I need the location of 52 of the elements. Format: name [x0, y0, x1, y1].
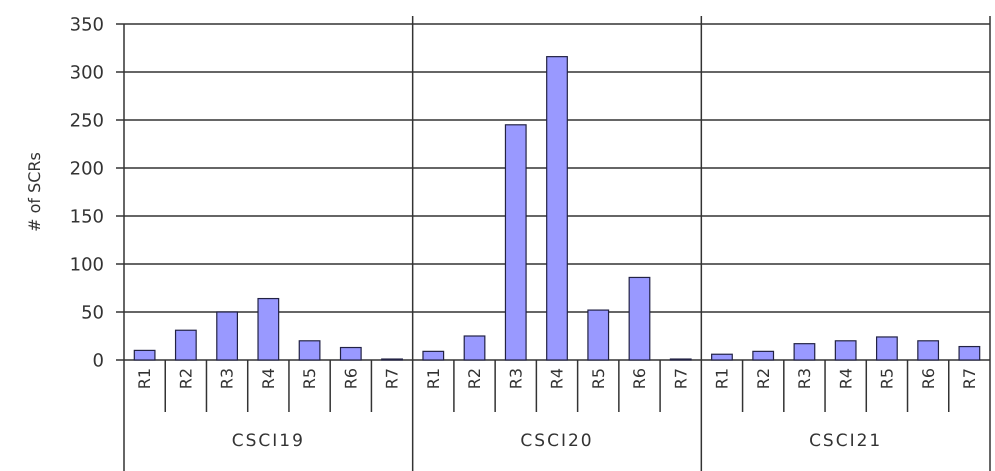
bar: [504, 124, 527, 361]
x-tick-label: R4: [258, 368, 278, 390]
y-tick-label: 150: [70, 206, 104, 228]
y-tick-label: 50: [81, 302, 104, 324]
y-tick-label: 100: [70, 254, 104, 276]
bar: [876, 336, 898, 361]
x-tick-label: R1: [135, 368, 154, 390]
bar: [917, 340, 940, 361]
x-tick-label: R7: [382, 368, 402, 390]
y-tick-label: 300: [70, 62, 104, 84]
bar: [834, 340, 857, 361]
bar: [298, 340, 320, 361]
bar: [216, 311, 238, 361]
bar: [752, 350, 774, 361]
x-tick-label: R6: [341, 368, 360, 390]
x-tick-label: R5: [300, 368, 320, 390]
y-tick-label: 200: [70, 158, 104, 180]
x-tick-label: R2: [465, 368, 484, 390]
bar: [628, 276, 650, 361]
x-tick-label: R2: [176, 368, 196, 390]
x-tick-label: R5: [878, 368, 897, 390]
y-tick-label: 0: [92, 350, 104, 372]
x-tick-label: R6: [630, 368, 650, 390]
x-tick-label: R3: [218, 368, 237, 390]
x-tick-label: R6: [918, 368, 938, 390]
x-tick-label: R4: [836, 368, 856, 390]
bar: [587, 309, 610, 361]
x-tick-label: R5: [588, 368, 608, 390]
x-tick-label: R1: [712, 368, 732, 390]
text: CSCI21: [809, 431, 882, 451]
bar: [134, 350, 156, 361]
bar: [422, 350, 444, 361]
y-tick-label: 250: [70, 110, 104, 132]
bar: [340, 346, 362, 361]
bar: [257, 298, 280, 361]
bar: [464, 335, 486, 361]
text: CSCI19: [232, 431, 305, 451]
bar: [711, 354, 733, 361]
y-tick-label: 350: [70, 14, 104, 36]
x-tick-label: R3: [506, 368, 526, 390]
x-tick-label: R2: [754, 368, 773, 390]
x-tick-label: R7: [960, 368, 979, 390]
x-tick-label: R1: [424, 368, 443, 390]
bar: [546, 56, 568, 361]
text: CSCI20: [520, 431, 594, 451]
y-axis-title: # of SCRs: [25, 152, 44, 232]
bar: [174, 330, 197, 361]
x-tick-label: R7: [671, 368, 690, 390]
x-tick-label: R3: [795, 368, 814, 390]
bar: [958, 346, 980, 361]
bar: [794, 343, 816, 361]
x-tick-label: R4: [548, 368, 567, 390]
